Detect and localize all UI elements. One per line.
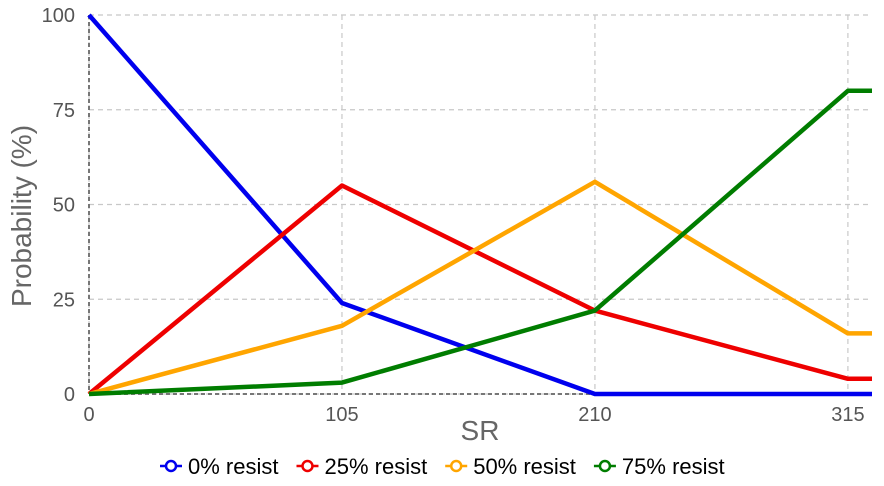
legend-item: 50% resist <box>445 454 576 479</box>
series-line <box>88 179 872 397</box>
legend-marker <box>449 459 463 473</box>
legend: 0% resist 25% resist 50% resist 75% resist <box>160 454 725 479</box>
x-tick-label: 105 <box>325 404 358 426</box>
y-tick-label: 25 <box>53 289 75 311</box>
axes <box>88 15 595 395</box>
legend-label: 75% resist <box>622 454 725 479</box>
legend-item: 75% resist <box>593 454 725 479</box>
legend-label: 0% resist <box>188 454 278 479</box>
legend-label: 50% resist <box>473 454 576 479</box>
y-tick-label: 50 <box>53 195 75 217</box>
tick-labels: 0 25 50 75 100 0 105 210 315 <box>42 5 865 426</box>
legend-marker <box>598 459 612 473</box>
x-axis-title: SR <box>461 415 500 446</box>
grid <box>88 14 872 395</box>
legend-marker <box>164 459 178 473</box>
legend-marker <box>301 459 314 473</box>
x-tick-label: 210 <box>578 404 611 426</box>
legend-item: 25% resist <box>296 454 427 479</box>
x-tick-label: 315 <box>831 404 864 426</box>
y-axis-title: Probability (%) <box>6 125 37 307</box>
series-line <box>87 13 872 397</box>
legend-label: 25% resist <box>324 454 427 479</box>
y-tick-label: 0 <box>64 384 75 406</box>
y-tick-label: 100 <box>42 5 75 27</box>
y-tick-label: 75 <box>53 100 75 122</box>
x-tick-label: 0 <box>83 404 94 426</box>
series-line <box>88 88 872 397</box>
legend-item: 0% resist <box>160 454 278 479</box>
series-lines <box>87 13 872 397</box>
